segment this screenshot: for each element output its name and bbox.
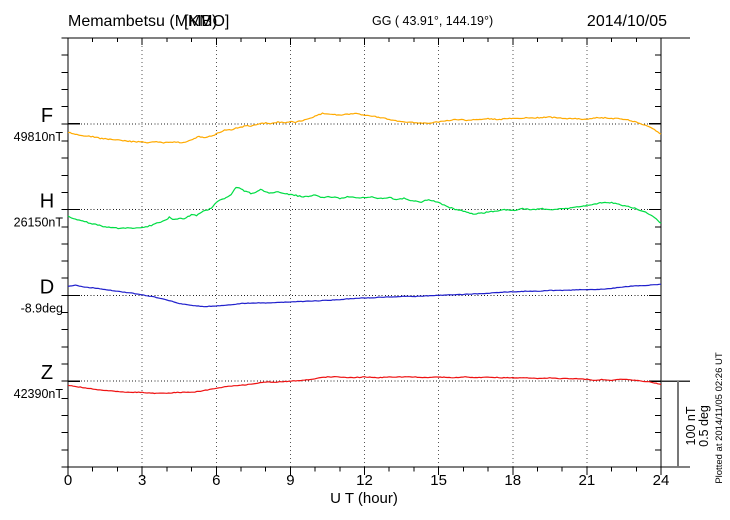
channel-F-value: 49810nT bbox=[14, 130, 64, 144]
x-tick-label-15: 15 bbox=[430, 472, 447, 489]
plotted-at-note: Plotted at 2014/11/05 02:26 UT bbox=[714, 352, 725, 484]
grid-lines bbox=[68, 38, 661, 467]
channel-F-label: F bbox=[41, 105, 53, 127]
trace-D bbox=[67, 283, 662, 308]
x-tick-label-0: 0 bbox=[64, 472, 72, 489]
scale-bar-deg-label: 0.5 deg bbox=[697, 405, 711, 447]
x-tick-label-12: 12 bbox=[356, 472, 373, 489]
channel-H-label: H bbox=[40, 191, 54, 213]
x-tick-labels: 0 3 6 9 12 15 18 21 24 bbox=[64, 472, 670, 489]
geographic-coords: GG ( 43.91°, 144.19°) bbox=[372, 14, 493, 28]
x-tick-label-9: 9 bbox=[286, 472, 294, 489]
plot-frame bbox=[61, 37, 690, 475]
date-label: 2014/10/05 bbox=[587, 13, 667, 30]
trace-H bbox=[67, 186, 662, 230]
x-tick-label-21: 21 bbox=[579, 472, 596, 489]
x-axis-title: U T (hour) bbox=[330, 490, 398, 507]
trace-Z bbox=[67, 376, 662, 395]
x-tick-label-6: 6 bbox=[212, 472, 220, 489]
traces bbox=[67, 112, 662, 395]
x-tick-label-3: 3 bbox=[138, 472, 146, 489]
channel-Z-label: Z bbox=[41, 362, 53, 384]
x-tick-label-18: 18 bbox=[504, 472, 521, 489]
x-tick-label-24: 24 bbox=[653, 472, 670, 489]
trace-F bbox=[67, 112, 662, 144]
channel-labels: F 49810nT H 26150nT D -8.9deg Z 42390nT bbox=[14, 105, 64, 401]
station-title: Memambetsu (MMB) bbox=[68, 13, 217, 30]
channel-D-label: D bbox=[40, 276, 54, 298]
station-code: [KMO] bbox=[184, 13, 229, 30]
scale-bar-nt-label: 100 nT bbox=[684, 406, 698, 445]
channel-Z-value: 42390nT bbox=[14, 387, 64, 401]
channel-D-value: -8.9deg bbox=[21, 301, 63, 315]
channel-H-value: 26150nT bbox=[14, 216, 64, 230]
